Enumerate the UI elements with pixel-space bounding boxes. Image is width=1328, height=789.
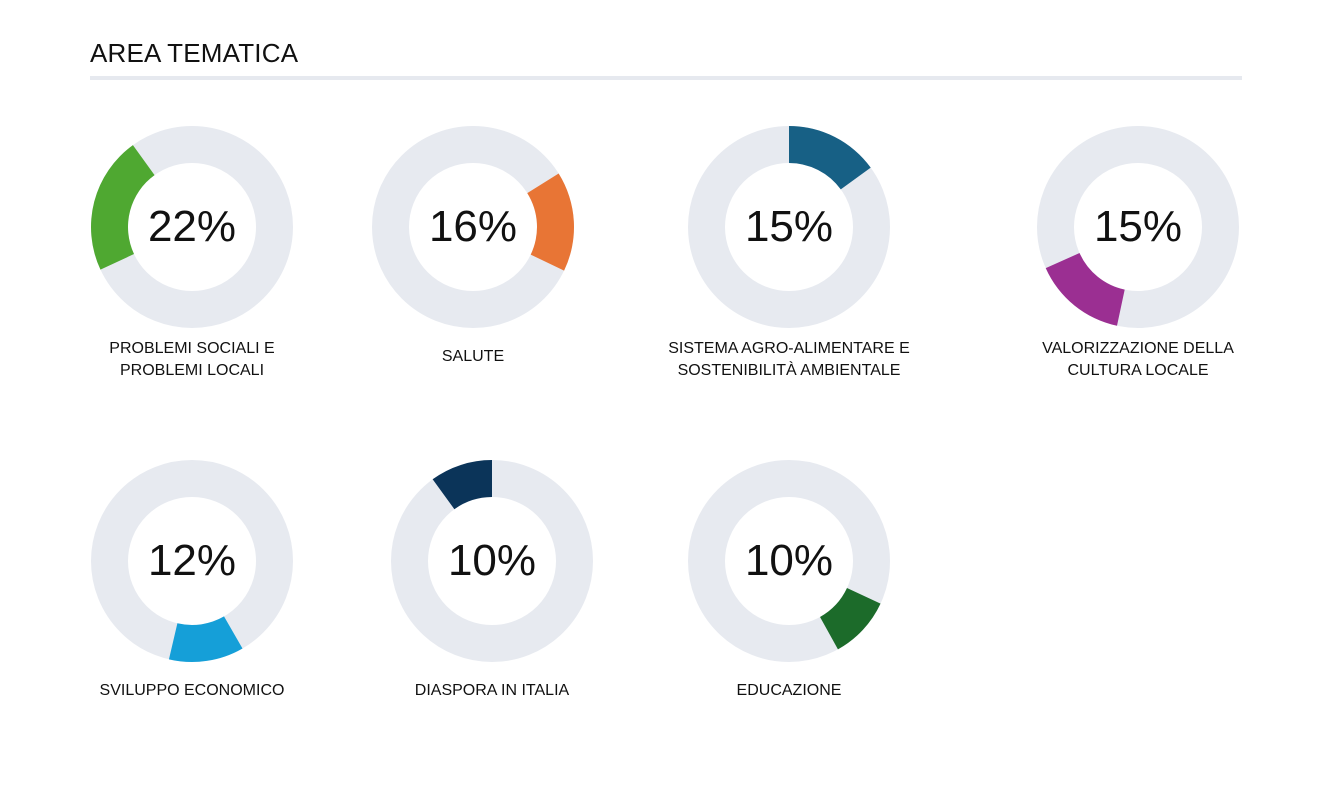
donut-svg	[372, 126, 574, 328]
donut-category-label-line: DIASPORA IN ITALIA	[414, 682, 570, 699]
donut-segment	[789, 126, 871, 190]
donut-segment	[432, 460, 492, 510]
donut-category-label: VALORIZZAZIONE DELLA CULTURA LOCALE	[988, 338, 1288, 382]
donut-chart: 15%	[687, 125, 891, 329]
donut-category-label-line: PROBLEMI LOCALI	[119, 362, 265, 379]
donut-segment	[168, 616, 243, 662]
donut-svg	[91, 126, 293, 328]
donut-svg	[1037, 126, 1239, 328]
donut-category-label: PROBLEMI SOCIALI E PROBLEMI LOCALI	[42, 338, 342, 382]
donut-category-label: SISTEMA AGRO-ALIMENTARE E SOSTENIBILITÀ A…	[639, 338, 939, 382]
donut-category-label-line: SVILUPPO ECONOMICO	[99, 682, 285, 699]
donut-track	[1037, 126, 1239, 328]
donut-chart: 10%	[390, 459, 594, 663]
donut-category-label-line: VALORIZZAZIONE DELLA	[1042, 340, 1234, 357]
donut-category-label: SALUTE	[323, 346, 623, 368]
donut-percent-label: 22%	[147, 202, 237, 251]
donut-category-label-line: CULTURA LOCALE	[1067, 362, 1209, 379]
donut-category-label-line: SISTEMA AGRO-ALIMENTARE E	[668, 340, 910, 357]
donut-segment	[820, 588, 881, 650]
donut-percent-label: 12%	[147, 536, 237, 585]
donut-chart: 12%	[90, 459, 294, 663]
donut-percent-label: 10%	[447, 536, 537, 585]
donut-category-label-line: SOSTENIBILITÀ AMBIENTALE	[677, 362, 901, 379]
donut-percent-label: 15%	[744, 202, 834, 251]
donut-segment	[527, 173, 574, 271]
donut-percent-label: 10%	[744, 536, 834, 585]
donut-segment	[91, 145, 155, 270]
donut-chart: 15%	[1036, 125, 1240, 329]
donut-percent-label: 15%	[1093, 202, 1183, 251]
donut-category-label-line: SALUTE	[441, 348, 505, 365]
donut-segment	[1045, 253, 1125, 326]
donut-chart: 10%	[687, 459, 891, 663]
donut-category-label: DIASPORA IN ITALIA	[342, 680, 642, 702]
donut-svg	[688, 126, 890, 328]
donut-chart: 16%	[371, 125, 575, 329]
donut-svg	[688, 460, 890, 662]
donut-chart: 22%	[90, 125, 294, 329]
donut-category-label: EDUCAZIONE	[639, 680, 939, 702]
donut-svg	[91, 460, 293, 662]
donut-svg	[391, 460, 593, 662]
donut-category-label: SVILUPPO ECONOMICO	[42, 680, 342, 702]
title-divider	[90, 76, 1242, 80]
section-title: AREA TEMATICA	[90, 38, 299, 68]
donut-category-label-line: EDUCAZIONE	[736, 682, 842, 699]
donut-percent-label: 16%	[428, 202, 518, 251]
donut-track	[688, 460, 890, 662]
donut-category-label-line: PROBLEMI SOCIALI E	[109, 340, 275, 357]
